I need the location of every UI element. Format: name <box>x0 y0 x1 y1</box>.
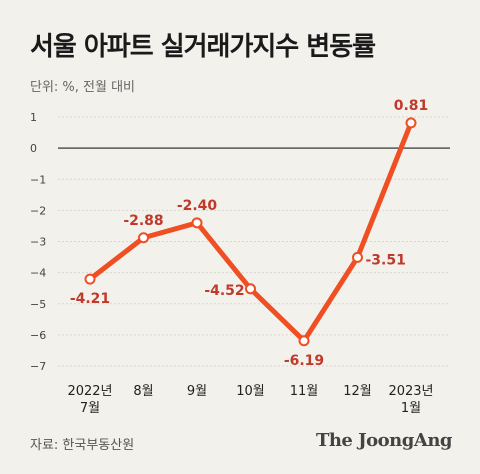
x-tick-label: 2023년 <box>388 384 433 399</box>
y-tick-label: −4 <box>30 267 46 280</box>
grid-lines <box>58 116 450 367</box>
data-label: -3.51 <box>366 252 406 268</box>
y-tick-label: −5 <box>30 298 46 311</box>
unit-label: 단위: %, 전월 대비 <box>30 80 136 95</box>
y-axis-ticks: 1 0 −1 −2 −3 −4 −5 −6 −7 <box>30 111 46 373</box>
data-point <box>191 217 203 229</box>
data-label: -2.88 <box>123 213 163 229</box>
data-label: -6.19 <box>284 353 324 369</box>
y-tick-label: −1 <box>30 173 46 186</box>
data-point <box>405 117 417 129</box>
x-tick-label: 11월 <box>290 384 319 399</box>
y-tick-label: 0 <box>30 142 37 155</box>
data-labels: -4.21 -2.88 -2.40 -4.52 -6.19 -3.51 0.81 <box>70 98 428 369</box>
series-line-path <box>87 120 414 344</box>
data-point <box>84 273 96 285</box>
data-label: -4.52 <box>204 283 244 299</box>
x-tick-label: 7월 <box>80 401 100 416</box>
x-axis-ticks: 2022년 7월 8월 9월 10월 11월 12월 2023년 1월 <box>67 384 433 416</box>
y-tick-label: 1 <box>30 111 37 124</box>
data-point <box>298 335 310 347</box>
data-point <box>138 232 149 244</box>
source-note: 자료: 한국부동산원 <box>30 438 135 453</box>
data-label: -2.40 <box>177 198 218 214</box>
brand-logo: The JoongAng <box>315 430 453 451</box>
y-tick-label: −6 <box>30 329 46 342</box>
x-tick-label: 10월 <box>236 384 265 399</box>
series-line <box>87 120 414 344</box>
x-tick-label: 9월 <box>187 384 207 399</box>
x-tick-label: 12월 <box>343 384 372 399</box>
chart-title: 서울 아파트 실거래가지수 변동률 <box>30 32 376 62</box>
y-tick-label: −7 <box>30 360 46 373</box>
x-tick-label: 1월 <box>401 401 421 416</box>
y-tick-label: −2 <box>30 204 46 217</box>
data-point <box>245 283 256 295</box>
x-tick-label: 2022년 <box>67 384 112 399</box>
y-tick-label: −3 <box>30 236 46 249</box>
data-points <box>84 117 417 347</box>
data-point <box>352 251 363 263</box>
data-label: 0.81 <box>394 98 429 114</box>
x-tick-label: 8월 <box>133 384 153 399</box>
data-label: -4.21 <box>70 291 110 307</box>
